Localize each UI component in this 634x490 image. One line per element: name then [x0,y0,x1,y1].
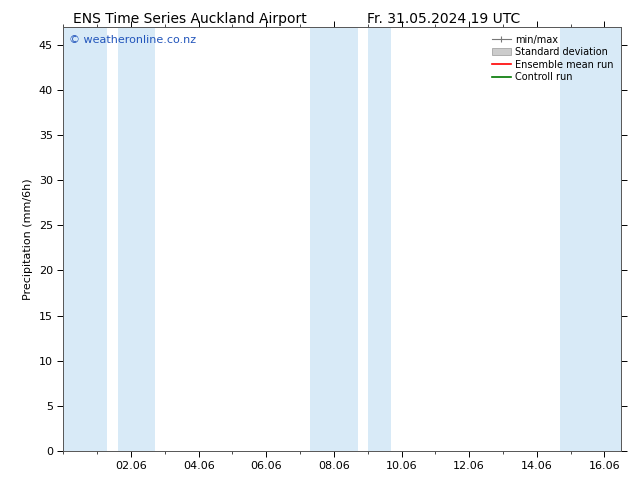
Bar [368,27,391,451]
Text: © weatheronline.co.nz: © weatheronline.co.nz [69,35,196,46]
Text: ENS Time Series Auckland Airport: ENS Time Series Auckland Airport [74,12,307,26]
Y-axis label: Precipitation (mm/6h): Precipitation (mm/6h) [23,178,34,300]
Bar [63,27,107,451]
Legend: min/max, Standard deviation, Ensemble mean run, Controll run: min/max, Standard deviation, Ensemble me… [489,32,616,85]
Bar [117,27,155,451]
Text: Fr. 31.05.2024 19 UTC: Fr. 31.05.2024 19 UTC [367,12,521,26]
Bar [560,27,621,451]
Bar [310,27,358,451]
